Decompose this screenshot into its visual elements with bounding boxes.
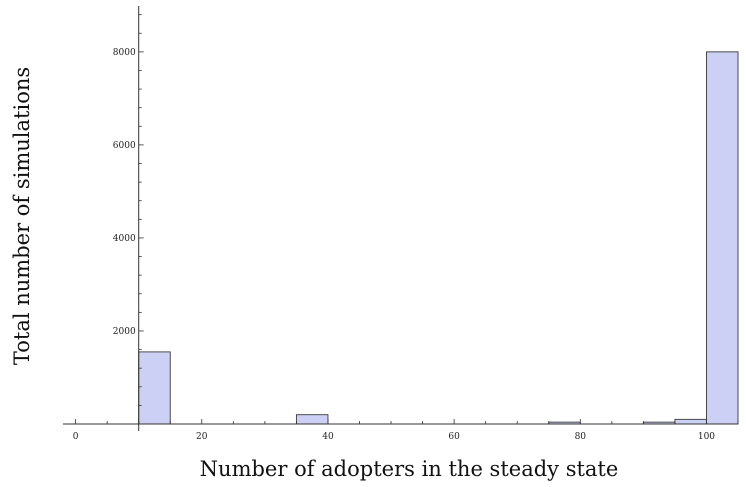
x-tick-label: 20 [196,432,208,442]
x-tick-label: 100 [698,432,715,442]
x-tick-label: 0 [73,432,79,442]
x-axis-title: Number of adopters in the steady state [200,457,619,481]
histogram-bar-0 [138,351,171,425]
histogram-bar-1 [295,414,329,425]
y-tick-label: 8000 [113,48,136,58]
y-tick-label: 2000 [113,327,136,337]
histogram-bar-4 [674,418,707,425]
y-tick-label: 6000 [113,141,136,151]
x-tick-label: 60 [448,432,460,442]
histogram-bars [138,51,739,425]
axes [63,6,738,431]
ticks: 0 20 40 60 80 100 2000 4000 6000 8000 [73,14,739,442]
x-tick-label: 40 [322,432,334,442]
histogram-bar-5 [706,51,739,425]
y-tick-label: 4000 [113,234,136,244]
y-axis-title: Total number of simulations [10,67,34,365]
x-tick-label: 80 [575,432,587,442]
